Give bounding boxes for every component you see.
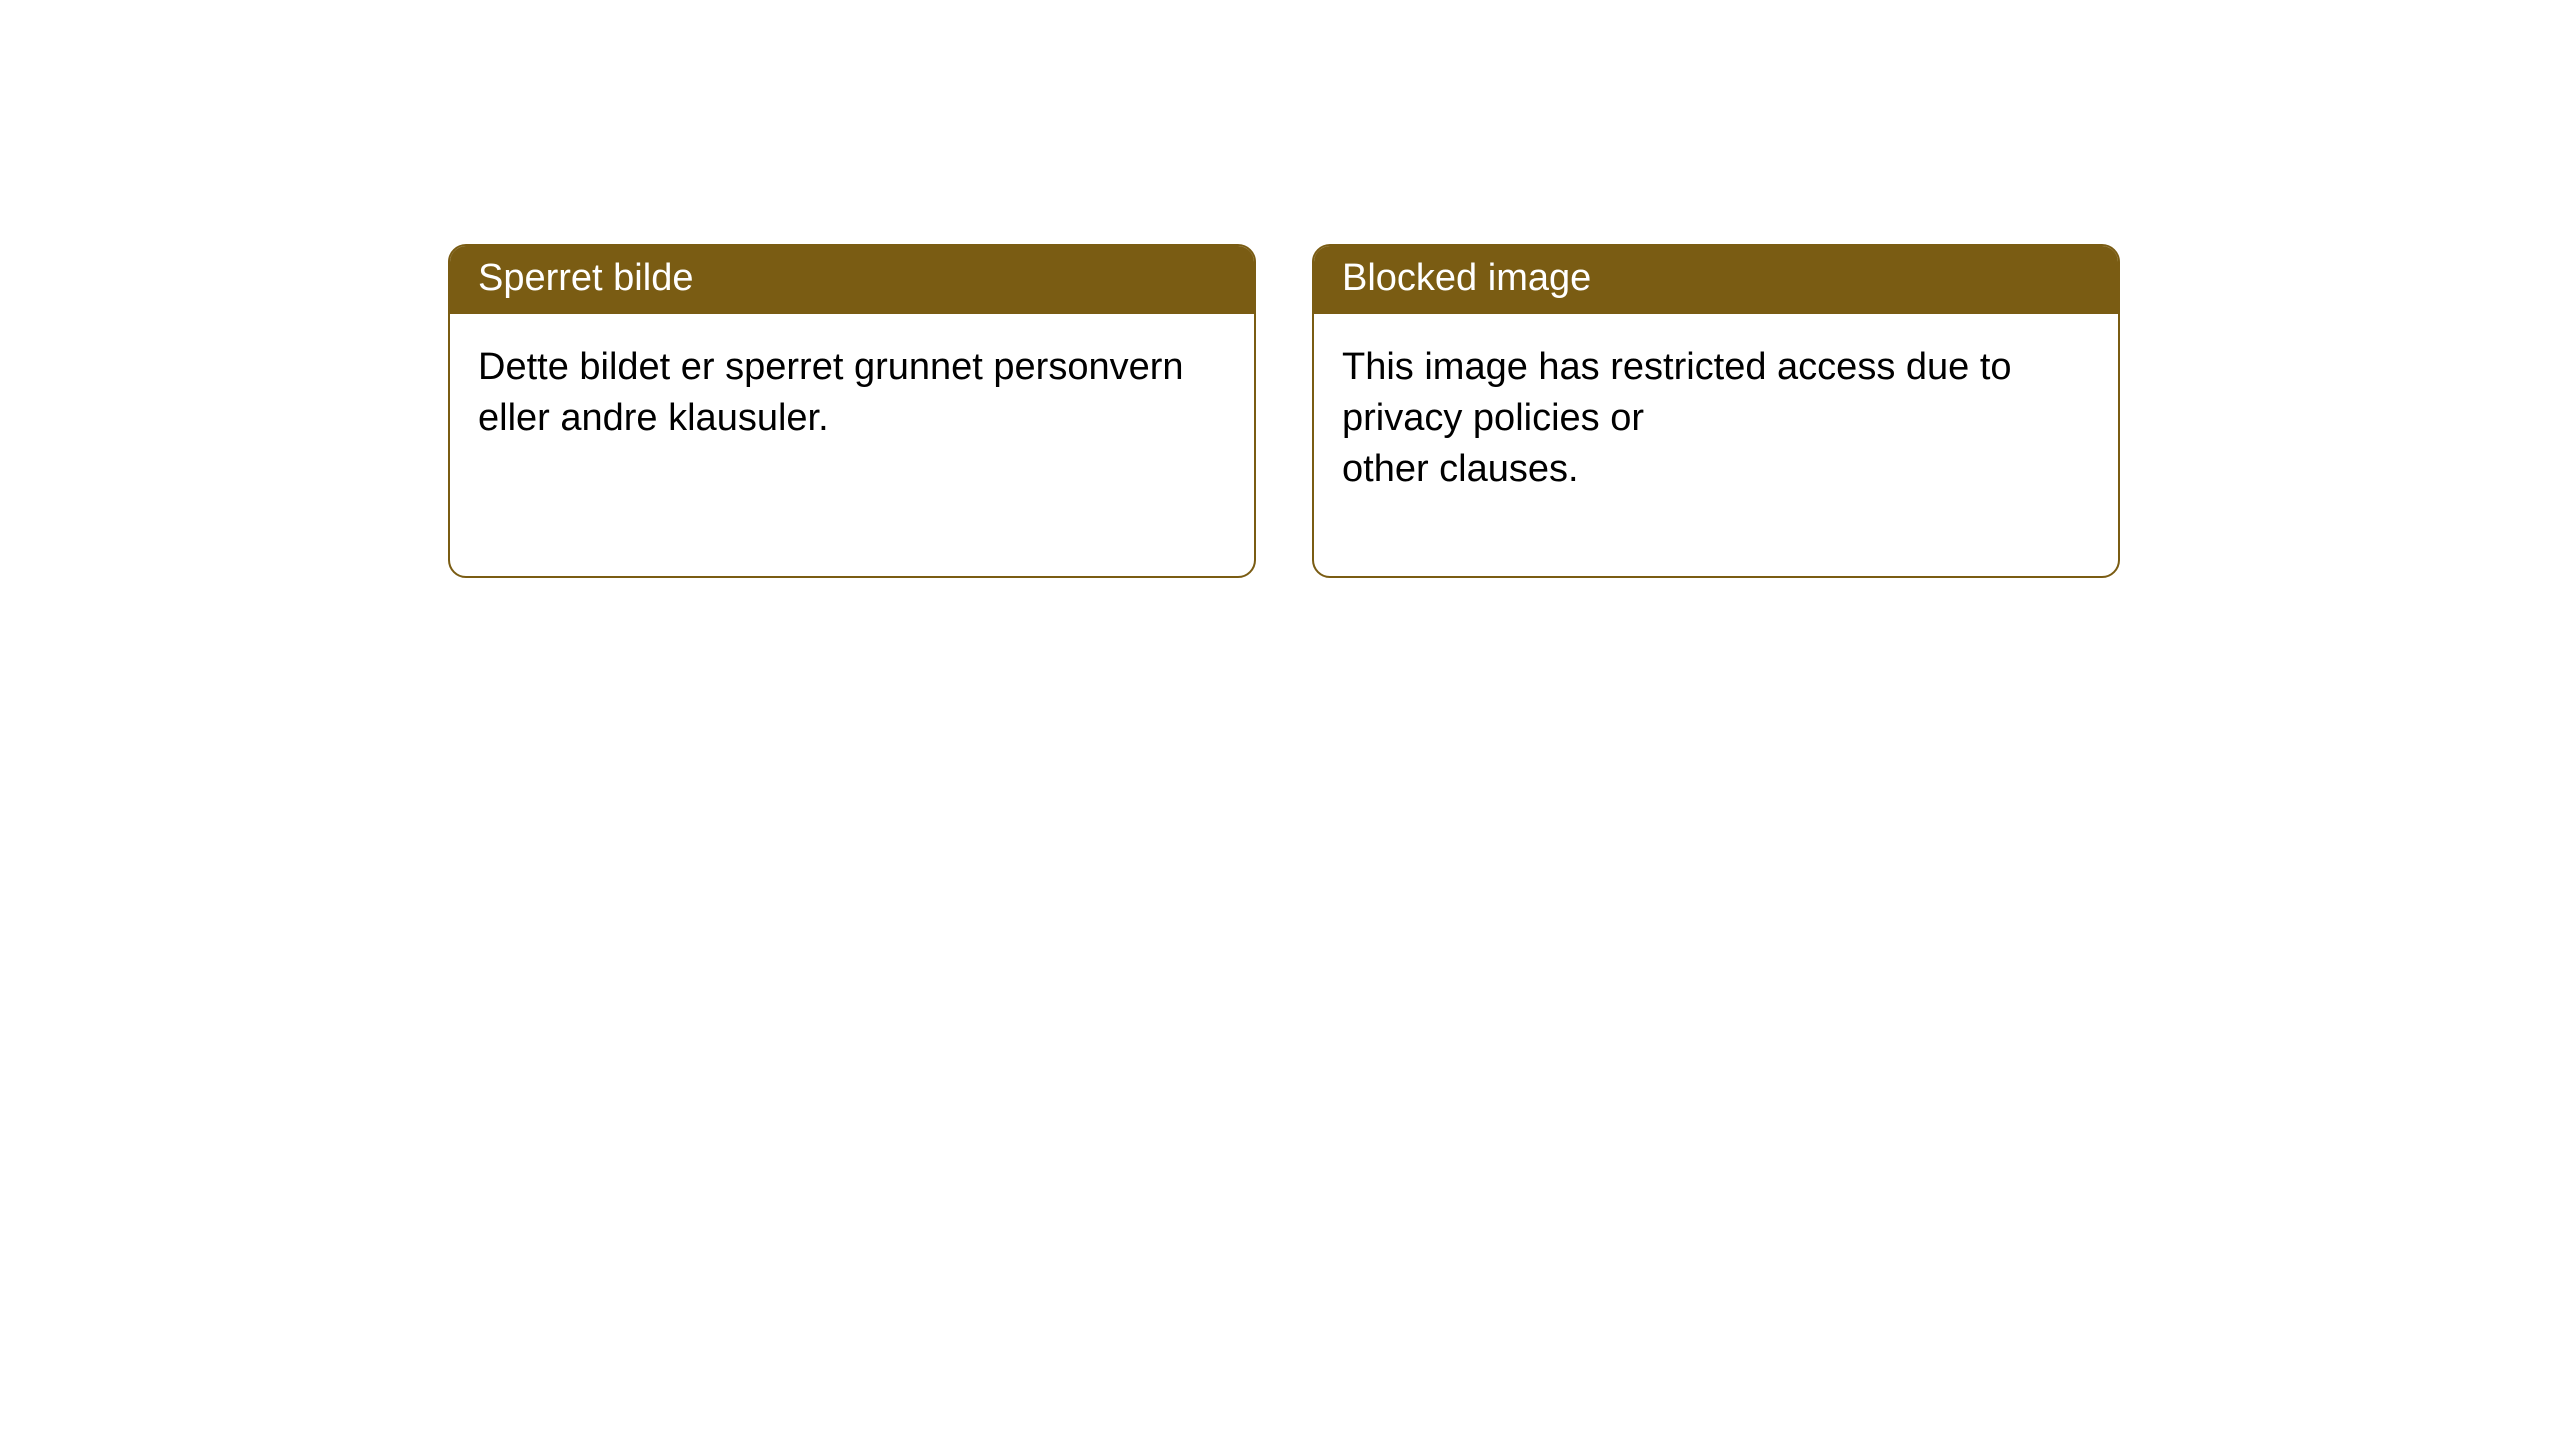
notice-card-no: Sperret bilde Dette bildet er sperret gr… <box>448 244 1256 578</box>
notice-body-no: Dette bildet er sperret grunnet personve… <box>450 314 1254 473</box>
notice-container: Sperret bilde Dette bildet er sperret gr… <box>0 0 2560 578</box>
notice-card-en: Blocked image This image has restricted … <box>1312 244 2120 578</box>
notice-title-no: Sperret bilde <box>450 246 1254 314</box>
notice-title-en: Blocked image <box>1314 246 2118 314</box>
notice-body-en: This image has restricted access due to … <box>1314 314 2118 524</box>
